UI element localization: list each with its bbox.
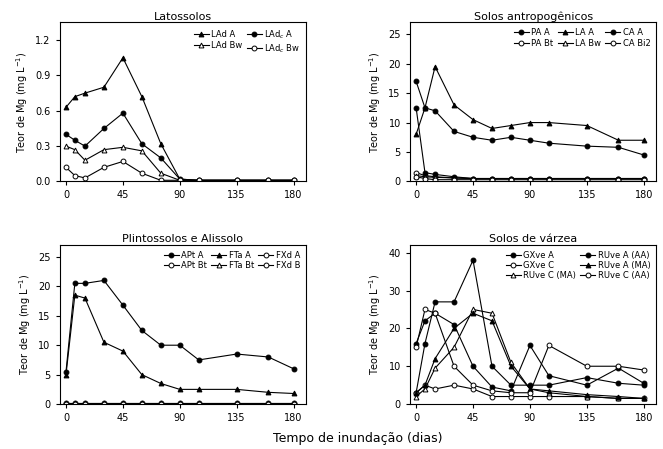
- Title: Solos antropogênicos: Solos antropogênicos: [473, 11, 593, 22]
- Title: Latossolos: Latossolos: [154, 12, 212, 22]
- Title: Plintossolos e Alissolo: Plintossolos e Alissolo: [123, 234, 243, 244]
- Y-axis label: Teor de Mg (mg L$^{-1}$): Teor de Mg (mg L$^{-1}$): [367, 51, 383, 153]
- Title: Solos de várzea: Solos de várzea: [489, 234, 577, 244]
- Legend: APt A, APt Bt, FTa A, FTa Bt, FXd A, FXd B: APt A, APt Bt, FTa A, FTa Bt, FXd A, FXd…: [162, 249, 302, 272]
- Text: Tempo de inundação (dias): Tempo de inundação (dias): [273, 431, 443, 445]
- Legend: GXve A, GXve C, RUve C (MA), RUve A (AA), RUve A (MA), RUve C (AA): GXve A, GXve C, RUve C (MA), RUve A (AA)…: [504, 249, 652, 282]
- Legend: PA A, PA Bt, LA A, LA Bw, CA A, CA Bi2: PA A, PA Bt, LA A, LA Bw, CA A, CA Bi2: [512, 26, 652, 49]
- Y-axis label: Teor de Mg (mg L$^{-1}$): Teor de Mg (mg L$^{-1}$): [17, 274, 32, 375]
- Legend: LAd A, LAd Bw, LAd$_c$ A, LAd$_c$ Bw: LAd A, LAd Bw, LAd$_c$ A, LAd$_c$ Bw: [192, 26, 302, 56]
- Y-axis label: Teor de Mg (mg L$^{-1}$): Teor de Mg (mg L$^{-1}$): [14, 51, 30, 153]
- Y-axis label: Teor de Mg (mg L$^{-1}$): Teor de Mg (mg L$^{-1}$): [367, 274, 383, 375]
